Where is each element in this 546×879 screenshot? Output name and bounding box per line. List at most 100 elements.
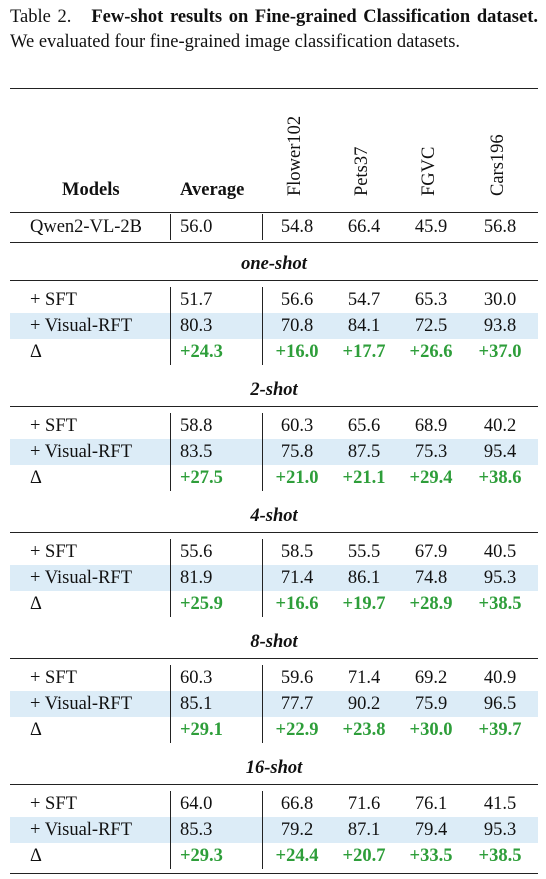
caption: Table 2. Few-shot results on Fine-graine…	[10, 5, 538, 55]
column-divider	[170, 413, 171, 491]
table-cell: 60.3	[180, 668, 213, 688]
section-title: 2-shot	[250, 380, 298, 400]
table-cell: 85.3	[180, 820, 213, 840]
table-cell: + Visual-RFT	[30, 316, 133, 336]
table-cell: 69.2	[414, 668, 448, 688]
table-cell: 65.6	[347, 416, 381, 436]
table-cell: + Visual-RFT	[30, 694, 133, 714]
table-cell: + SFT	[30, 542, 77, 562]
rule	[10, 406, 538, 407]
column-header: FGVC	[419, 146, 439, 196]
table-cell: 72.5	[414, 316, 448, 336]
column-divider	[170, 791, 171, 869]
table-cell: 71.6	[347, 794, 381, 814]
table-cell: +16.0	[275, 342, 319, 362]
table-cell: +38.5	[478, 846, 522, 866]
rule	[10, 873, 538, 874]
table-cell: 86.1	[347, 568, 381, 588]
table-cell: + Visual-RFT	[30, 568, 133, 588]
table-cell: 59.6	[280, 668, 314, 688]
table-cell: 55.5	[347, 542, 381, 562]
column-divider	[170, 665, 171, 743]
table-cell: 95.3	[483, 568, 517, 588]
table-cell: 45.9	[414, 217, 448, 237]
table-cell: 87.1	[347, 820, 381, 840]
table-cell: + Visual-RFT	[30, 442, 133, 462]
table-cell: 58.5	[280, 542, 314, 562]
column-divider	[262, 413, 263, 491]
table-cell: 65.3	[414, 290, 448, 310]
column-header: Cars196	[488, 134, 508, 196]
table-cell: 56.8	[483, 217, 517, 237]
rule	[10, 212, 538, 213]
table-cell: Δ	[30, 720, 42, 740]
table-cell: +20.7	[342, 846, 386, 866]
table-cell: Δ	[30, 342, 42, 362]
table-cell: 70.8	[280, 316, 314, 336]
column-divider	[170, 287, 171, 365]
rule	[10, 532, 538, 533]
table-cell: +16.6	[275, 594, 319, 614]
table-cell: 95.3	[483, 820, 517, 840]
table-cell: Δ	[30, 846, 42, 866]
caption-label: Table 2.	[10, 7, 72, 27]
table-cell: 40.9	[483, 668, 517, 688]
table-cell: 64.0	[180, 794, 213, 814]
table-cell: Δ	[30, 594, 42, 614]
column-divider	[262, 665, 263, 743]
table-cell: +27.5	[180, 468, 223, 488]
table-cell: +37.0	[478, 342, 522, 362]
table-cell: 41.5	[483, 794, 517, 814]
table-cell: 77.7	[280, 694, 314, 714]
highlight-row	[10, 817, 538, 843]
column-divider	[262, 539, 263, 617]
highlight-row	[10, 439, 538, 465]
table-cell: 54.7	[347, 290, 381, 310]
table-cell: 85.1	[180, 694, 213, 714]
column-divider	[170, 214, 171, 240]
table-cell: 40.5	[483, 542, 517, 562]
table-cell: +30.0	[409, 720, 453, 740]
table-cell: +38.6	[478, 468, 522, 488]
caption-text: We evaluated four fine-grained image cla…	[10, 32, 461, 52]
table-cell: 87.5	[347, 442, 381, 462]
highlight-row	[10, 313, 538, 339]
table-cell: 60.3	[280, 416, 314, 436]
caption-title: Few-shot results on Fine-grained Classif…	[91, 7, 538, 27]
table-cell: Qwen2-VL-2B	[30, 217, 143, 237]
section-title: 16-shot	[245, 758, 303, 778]
highlight-row	[10, 565, 538, 591]
table-cell: +21.1	[342, 468, 386, 488]
rule	[10, 242, 538, 243]
table-cell: 75.8	[280, 442, 314, 462]
table-cell: +17.7	[342, 342, 386, 362]
table-cell: 75.9	[414, 694, 448, 714]
table-cell: +24.4	[275, 846, 319, 866]
table-cell: 79.4	[414, 820, 448, 840]
table-cell: 66.8	[280, 794, 314, 814]
table-cell: 75.3	[414, 442, 448, 462]
table-cell: 30.0	[483, 290, 517, 310]
table-cell: Models	[62, 180, 120, 200]
rule	[10, 280, 538, 281]
table-cell: + SFT	[30, 794, 77, 814]
table-cell: 68.9	[414, 416, 448, 436]
table-cell: + SFT	[30, 416, 77, 436]
table-cell: +24.3	[180, 342, 223, 362]
table-cell: 83.5	[180, 442, 213, 462]
table-cell: 71.4	[347, 668, 381, 688]
table-cell: +19.7	[342, 594, 386, 614]
highlight-row	[10, 691, 538, 717]
table-cell: + SFT	[30, 668, 77, 688]
table-cell: +22.9	[275, 720, 319, 740]
rule	[10, 658, 538, 659]
column-divider	[262, 214, 263, 240]
table-cell: 76.1	[414, 794, 448, 814]
table-cell: 58.8	[180, 416, 213, 436]
table-cell: 67.9	[414, 542, 448, 562]
table-cell: 79.2	[280, 820, 314, 840]
section-title: 8-shot	[250, 632, 298, 652]
table-cell: + SFT	[30, 290, 77, 310]
table-cell: +25.9	[180, 594, 223, 614]
table-cell: +29.1	[180, 720, 223, 740]
